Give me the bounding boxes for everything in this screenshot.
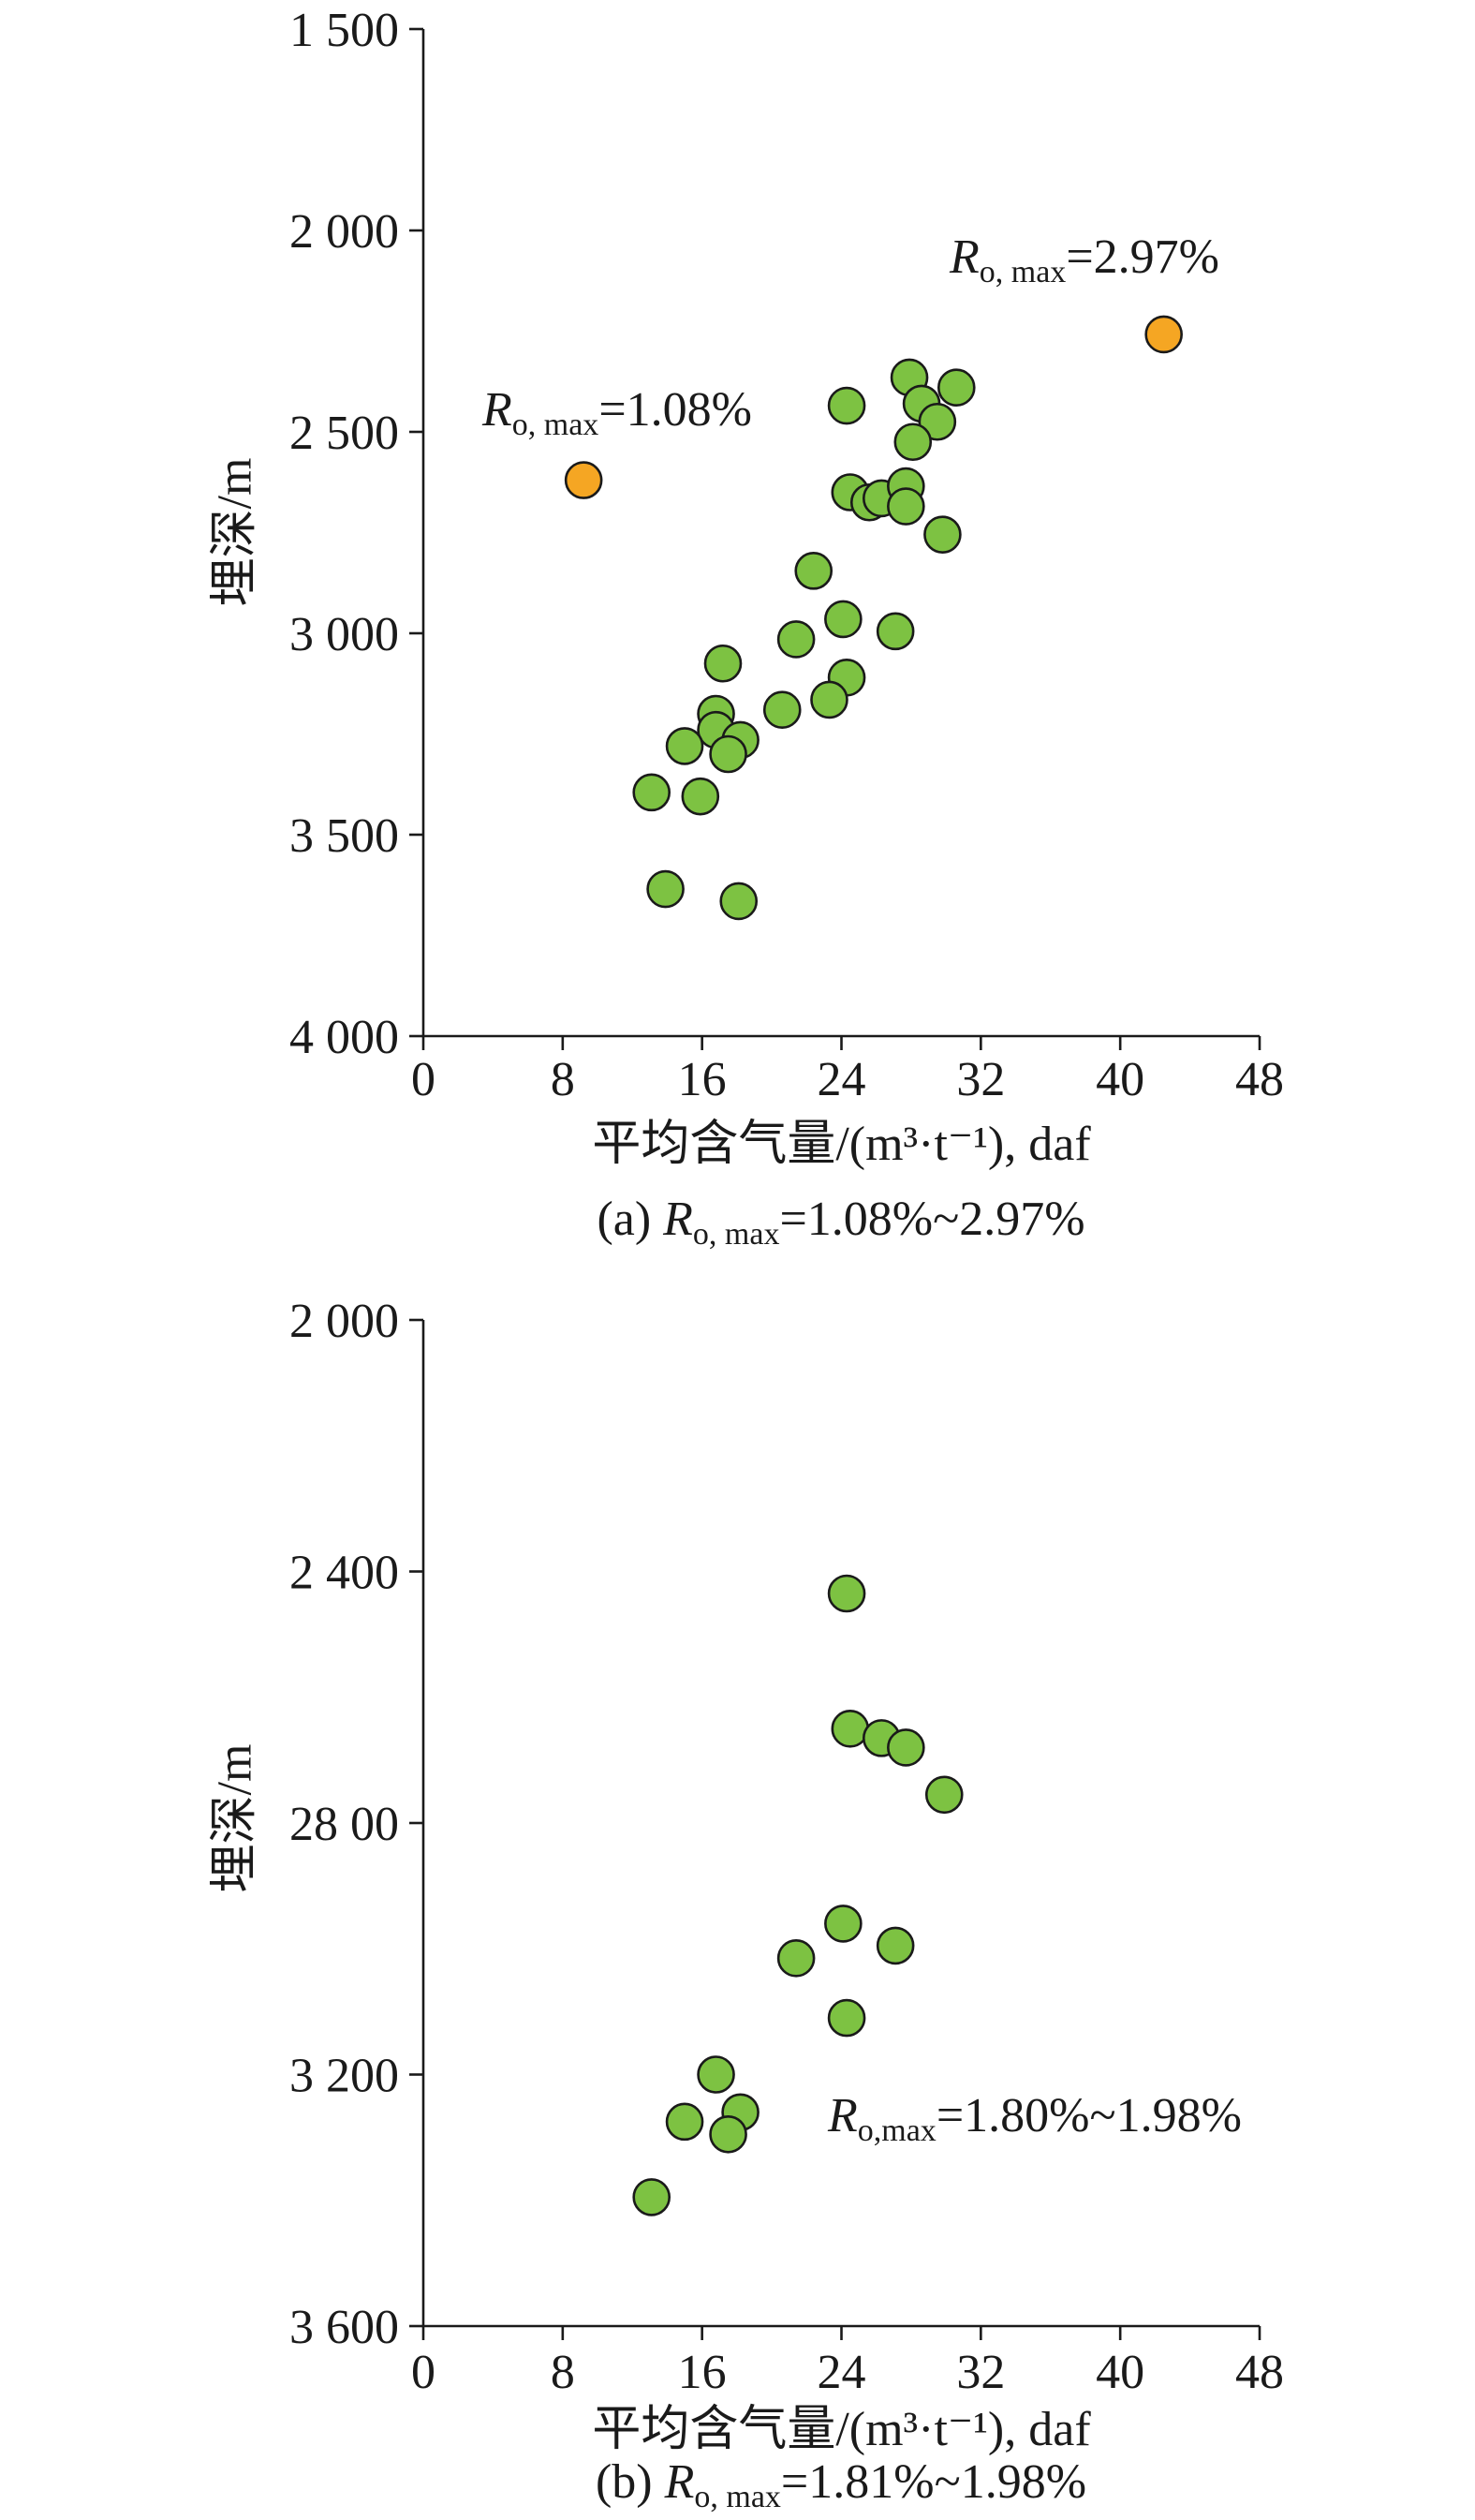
- x-axis-label: 平均含气量/(m³·t⁻¹), daf: [592, 1118, 1091, 1171]
- x-tick-label: 40: [1096, 2346, 1144, 2399]
- x-tick-label: 32: [956, 1053, 1005, 1106]
- figure-caption: (b) Ro, max=1.81%~1.98%: [596, 2455, 1086, 2514]
- y-tick-label: 28 00: [289, 1798, 399, 1851]
- data-point: [923, 515, 962, 554]
- annotation-subscript: o, max: [980, 255, 1067, 289]
- data-point: [703, 644, 743, 683]
- data-point: [827, 1574, 866, 1613]
- y-tick-label: 3 600: [289, 2301, 399, 2354]
- y-tick-label: 4 000: [289, 1011, 399, 1064]
- x-tick-label: 24: [818, 1053, 866, 1106]
- x-tick-label: 48: [1235, 2346, 1284, 2399]
- figure-caption-symbol: R: [662, 1193, 693, 1246]
- data-point: [876, 1926, 915, 1965]
- data-point: [824, 1905, 863, 1943]
- data-point: [646, 869, 685, 909]
- data-point: [776, 1939, 816, 1978]
- data-point: [776, 620, 816, 659]
- x-tick-label: 40: [1096, 1053, 1144, 1106]
- data-point: [893, 422, 933, 462]
- data-point: [918, 402, 957, 441]
- annotation-symbol: R: [827, 2089, 858, 2142]
- y-tick-label: 2 000: [289, 205, 399, 259]
- x-tick-label: 24: [818, 2346, 866, 2399]
- data-point: [632, 773, 671, 812]
- data-point: [827, 1998, 866, 2038]
- annotation-value: =1.08%: [598, 383, 752, 437]
- figure-caption-value: =1.81%~1.98%: [781, 2455, 1086, 2509]
- figure-caption-value: =1.08%~2.97%: [779, 1193, 1084, 1246]
- data-point: [697, 2055, 735, 2094]
- y-tick-label: 3 000: [289, 608, 399, 661]
- data-point: [632, 2178, 671, 2216]
- data-point-highlighted: [1144, 315, 1183, 354]
- x-tick-label: 0: [411, 2346, 435, 2399]
- annotation-symbol: R: [481, 383, 512, 437]
- y-tick-label: 3 500: [289, 809, 399, 863]
- data-point: [665, 727, 704, 765]
- data-point: [924, 1775, 964, 1815]
- annotation: Ro,max=1.80%~1.98%: [827, 2089, 1242, 2148]
- annotation: Ro, max=2.97%: [949, 230, 1219, 289]
- y-tick-label: 2 400: [289, 1547, 399, 1600]
- annotation-symbol: R: [949, 230, 980, 284]
- data-point: [887, 1728, 925, 1767]
- x-tick-label: 8: [551, 2346, 575, 2399]
- x-tick-label: 32: [956, 2346, 1005, 2399]
- figure-caption-subscript: o, max: [693, 1217, 780, 1252]
- data-point: [824, 600, 863, 639]
- data-point: [794, 552, 833, 590]
- data-point: [762, 690, 802, 730]
- data-point: [681, 777, 720, 816]
- data-point: [709, 2114, 747, 2154]
- annotation-value: =1.80%~1.98%: [937, 2089, 1242, 2142]
- annotation-subscript: o, max: [512, 408, 599, 442]
- data-point: [887, 487, 925, 526]
- y-tick-label: 1 500: [289, 4, 399, 57]
- data-point: [719, 882, 759, 921]
- data-point: [937, 368, 976, 408]
- annotation-value: =2.97%: [1066, 230, 1219, 284]
- annotation: Ro, max=1.08%: [481, 383, 752, 442]
- data-point: [810, 680, 848, 719]
- x-tick-label: 0: [411, 1053, 435, 1106]
- data-point: [665, 2102, 704, 2142]
- figure-caption-prefix: (a): [597, 1193, 663, 1246]
- data-point: [831, 1710, 870, 1748]
- x-axis-label: 平均含气量/(m³·t⁻¹), daf: [592, 2403, 1091, 2456]
- y-tick-label: 2 000: [289, 1295, 399, 1348]
- x-tick-label: 16: [678, 1053, 727, 1106]
- y-axis-label: 埋深/m: [209, 458, 262, 607]
- annotation-subscript: o,max: [858, 2113, 937, 2148]
- y-tick-label: 3 200: [289, 2050, 399, 2103]
- x-tick-label: 16: [678, 2346, 727, 2399]
- data-point: [876, 612, 915, 651]
- data-point: [709, 734, 747, 774]
- figure-caption-symbol: R: [664, 2455, 695, 2509]
- x-tick-label: 48: [1235, 1053, 1284, 1106]
- data-point-highlighted: [564, 461, 603, 499]
- data-point: [827, 386, 866, 425]
- figure-caption: (a) Ro, max=1.08%~2.97%: [597, 1193, 1084, 1252]
- x-tick-label: 8: [551, 1053, 575, 1106]
- figure-caption-prefix: (b): [596, 2455, 665, 2509]
- figure-caption-subscript: o, max: [694, 2480, 781, 2514]
- y-axis-label: 埋深/m: [209, 1744, 262, 1893]
- y-tick-label: 2 500: [289, 407, 399, 460]
